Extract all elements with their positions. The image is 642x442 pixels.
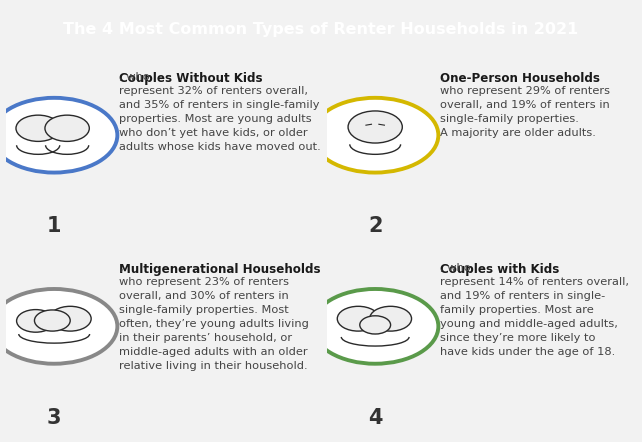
Text: 4: 4 xyxy=(368,408,383,427)
Circle shape xyxy=(16,115,60,141)
Circle shape xyxy=(17,309,55,332)
Circle shape xyxy=(35,310,70,331)
Text: ,
who represent 29% of renters
overall, and 19% of renters in
single-family prop: , who represent 29% of renters overall, … xyxy=(440,72,610,138)
Circle shape xyxy=(337,306,379,331)
Circle shape xyxy=(0,289,117,364)
Circle shape xyxy=(45,115,89,141)
Text: The 4 Most Common Types of Renter Households in 2021: The 4 Most Common Types of Renter Househ… xyxy=(64,23,578,37)
Text: Couples with Kids: Couples with Kids xyxy=(440,263,559,276)
Circle shape xyxy=(312,289,438,364)
Text: 3: 3 xyxy=(47,408,62,427)
Text: , who
represent 14% of renters overall,
and 19% of renters in single-
family pro: , who represent 14% of renters overall, … xyxy=(440,263,629,358)
Text: ,
who represent 23% of renters
overall, and 30% of renters in
single-family prop: , who represent 23% of renters overall, … xyxy=(119,263,309,371)
Circle shape xyxy=(49,306,91,331)
Circle shape xyxy=(370,306,412,331)
Text: Multigenerational Households: Multigenerational Households xyxy=(119,263,320,276)
Text: 1: 1 xyxy=(47,217,62,236)
Text: , who
represent 32% of renters overall,
and 35% of renters in single-family
prop: , who represent 32% of renters overall, … xyxy=(119,72,320,152)
Text: Couples Without Kids: Couples Without Kids xyxy=(119,72,263,85)
Text: One-Person Households: One-Person Households xyxy=(440,72,600,85)
Circle shape xyxy=(360,316,390,334)
Circle shape xyxy=(312,98,438,172)
Circle shape xyxy=(0,98,117,172)
Text: 2: 2 xyxy=(368,217,383,236)
Circle shape xyxy=(348,111,403,143)
